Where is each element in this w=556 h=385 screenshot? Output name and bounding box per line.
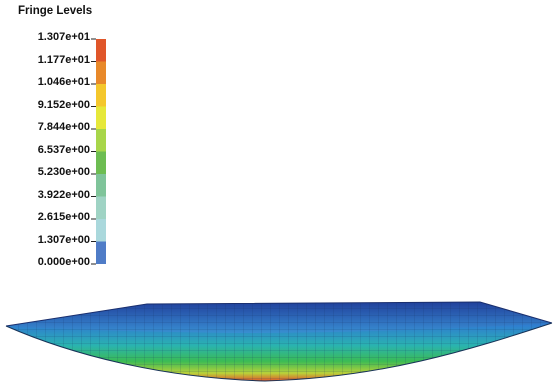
- legend-color-bin: [96, 219, 106, 242]
- legend-tick-label: 2.615e+00: [37, 211, 90, 223]
- legend-color-bin: [96, 151, 106, 174]
- legend-tick-label: 1.307e+01: [37, 31, 90, 43]
- legend-tick-label: 5.230e+00: [37, 166, 90, 178]
- legend-color-bin: [96, 106, 106, 129]
- legend-tick-label: 1.307e+00: [37, 233, 90, 246]
- legend-color-bin: [96, 196, 106, 219]
- legend-tick-label: 1.177e+01: [37, 53, 90, 66]
- deformed-shell: [5, 301, 553, 382]
- legend-color-bin: [96, 174, 106, 197]
- legend-color-bin: [96, 39, 106, 62]
- legend-color-bin: [96, 61, 106, 84]
- legend-tick-label: 9.152e+00: [37, 98, 90, 111]
- legend-tick-label: 0.000e+00: [37, 256, 90, 268]
- legend-color-bin: [96, 241, 106, 264]
- legend-tick-label: 7.844e+00: [37, 121, 90, 133]
- legend-color-bar: [91, 38, 106, 265]
- legend-color-bin: [96, 84, 106, 107]
- legend-tick-label: 3.922e+00: [37, 188, 90, 201]
- legend-title: Fringe Levels: [18, 5, 93, 17]
- legend-color-bin: [96, 129, 106, 152]
- legend-tick-label: 1.046e+01: [37, 76, 90, 88]
- legend-tick-label: 6.537e+00: [37, 143, 90, 156]
